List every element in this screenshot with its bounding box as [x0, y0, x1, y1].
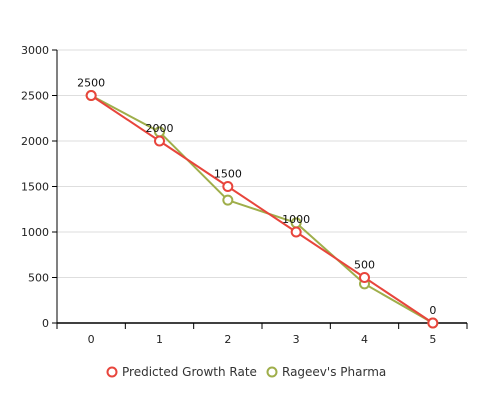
x-tick-label: 5	[429, 333, 436, 346]
y-tick-label: 0	[42, 317, 49, 330]
x-tick-label: 1	[156, 333, 163, 346]
data-point	[222, 194, 234, 206]
x-tick-label: 4	[361, 333, 368, 346]
y-tick-label: 3000	[21, 44, 49, 57]
data-point	[290, 226, 302, 238]
x-tick-label: 3	[293, 333, 300, 346]
data-label: 1000	[282, 213, 310, 226]
data-label: 1500	[214, 168, 242, 181]
x-tick-label: 0	[88, 333, 95, 346]
data-point	[427, 317, 439, 329]
x-tick-label: 2	[224, 333, 231, 346]
y-tick-label: 2000	[21, 135, 49, 148]
legend-label: Rageev's Pharma	[282, 365, 386, 379]
data-label: 2000	[146, 122, 174, 135]
y-tick-label: 1000	[21, 226, 49, 239]
data-point	[154, 135, 165, 147]
legend: Predicted Growth Rate Rageev's Pharma	[106, 365, 386, 379]
legend-label: Predicted Growth Rate	[122, 365, 257, 379]
axes: 0 500 1000 1500 2000 2500 3000 0 1 2 3 4 5	[21, 44, 468, 346]
legend-marker	[266, 366, 278, 378]
gridlines	[57, 49, 467, 278]
data-point	[85, 90, 97, 101]
data-label: 2500	[77, 77, 105, 90]
legend-marker	[106, 366, 118, 378]
series-line	[90, 94, 434, 324]
data-label: 0	[429, 304, 436, 317]
data-labels: 2500 2000 1500 1000 500 0	[77, 77, 436, 318]
data-label: 500	[354, 259, 375, 272]
y-tick-label: 1500	[21, 181, 49, 194]
data-point	[222, 181, 234, 192]
data-point	[359, 272, 370, 283]
series-line	[90, 94, 434, 324]
y-tick-label: 2500	[21, 90, 49, 103]
y-tick-label: 500	[28, 272, 49, 285]
series-lines	[85, 90, 439, 329]
